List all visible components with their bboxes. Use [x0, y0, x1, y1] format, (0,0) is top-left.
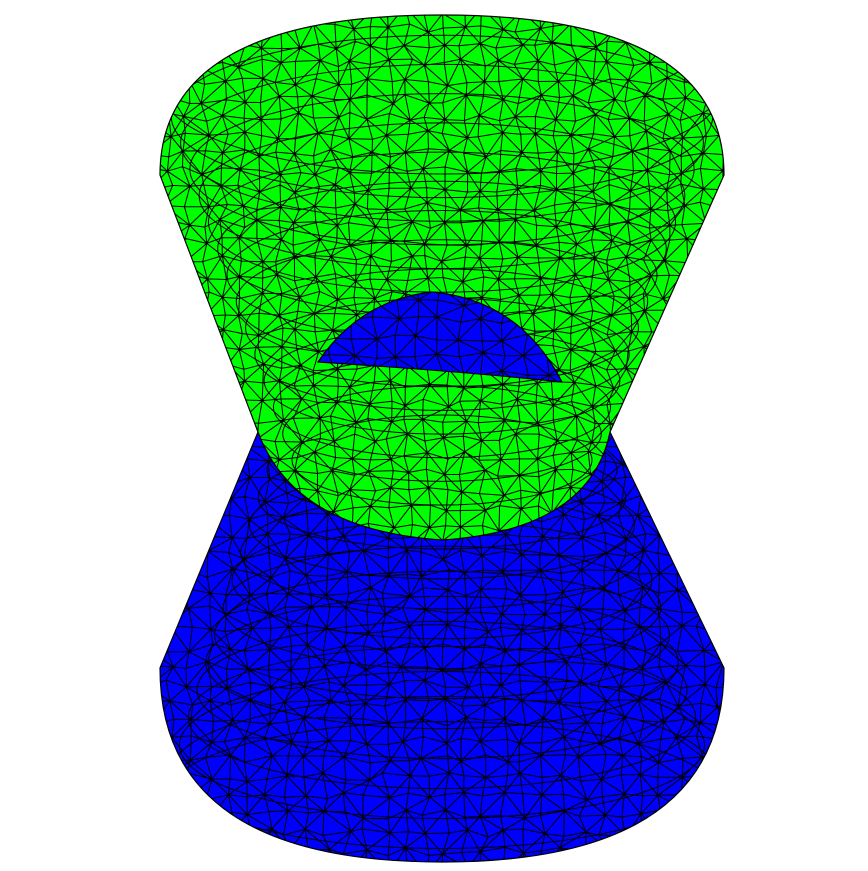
inner-blue-dome — [316, 291, 564, 383]
inner-dome-fill — [316, 291, 564, 383]
upper-cone-surface — [159, 14, 725, 541]
